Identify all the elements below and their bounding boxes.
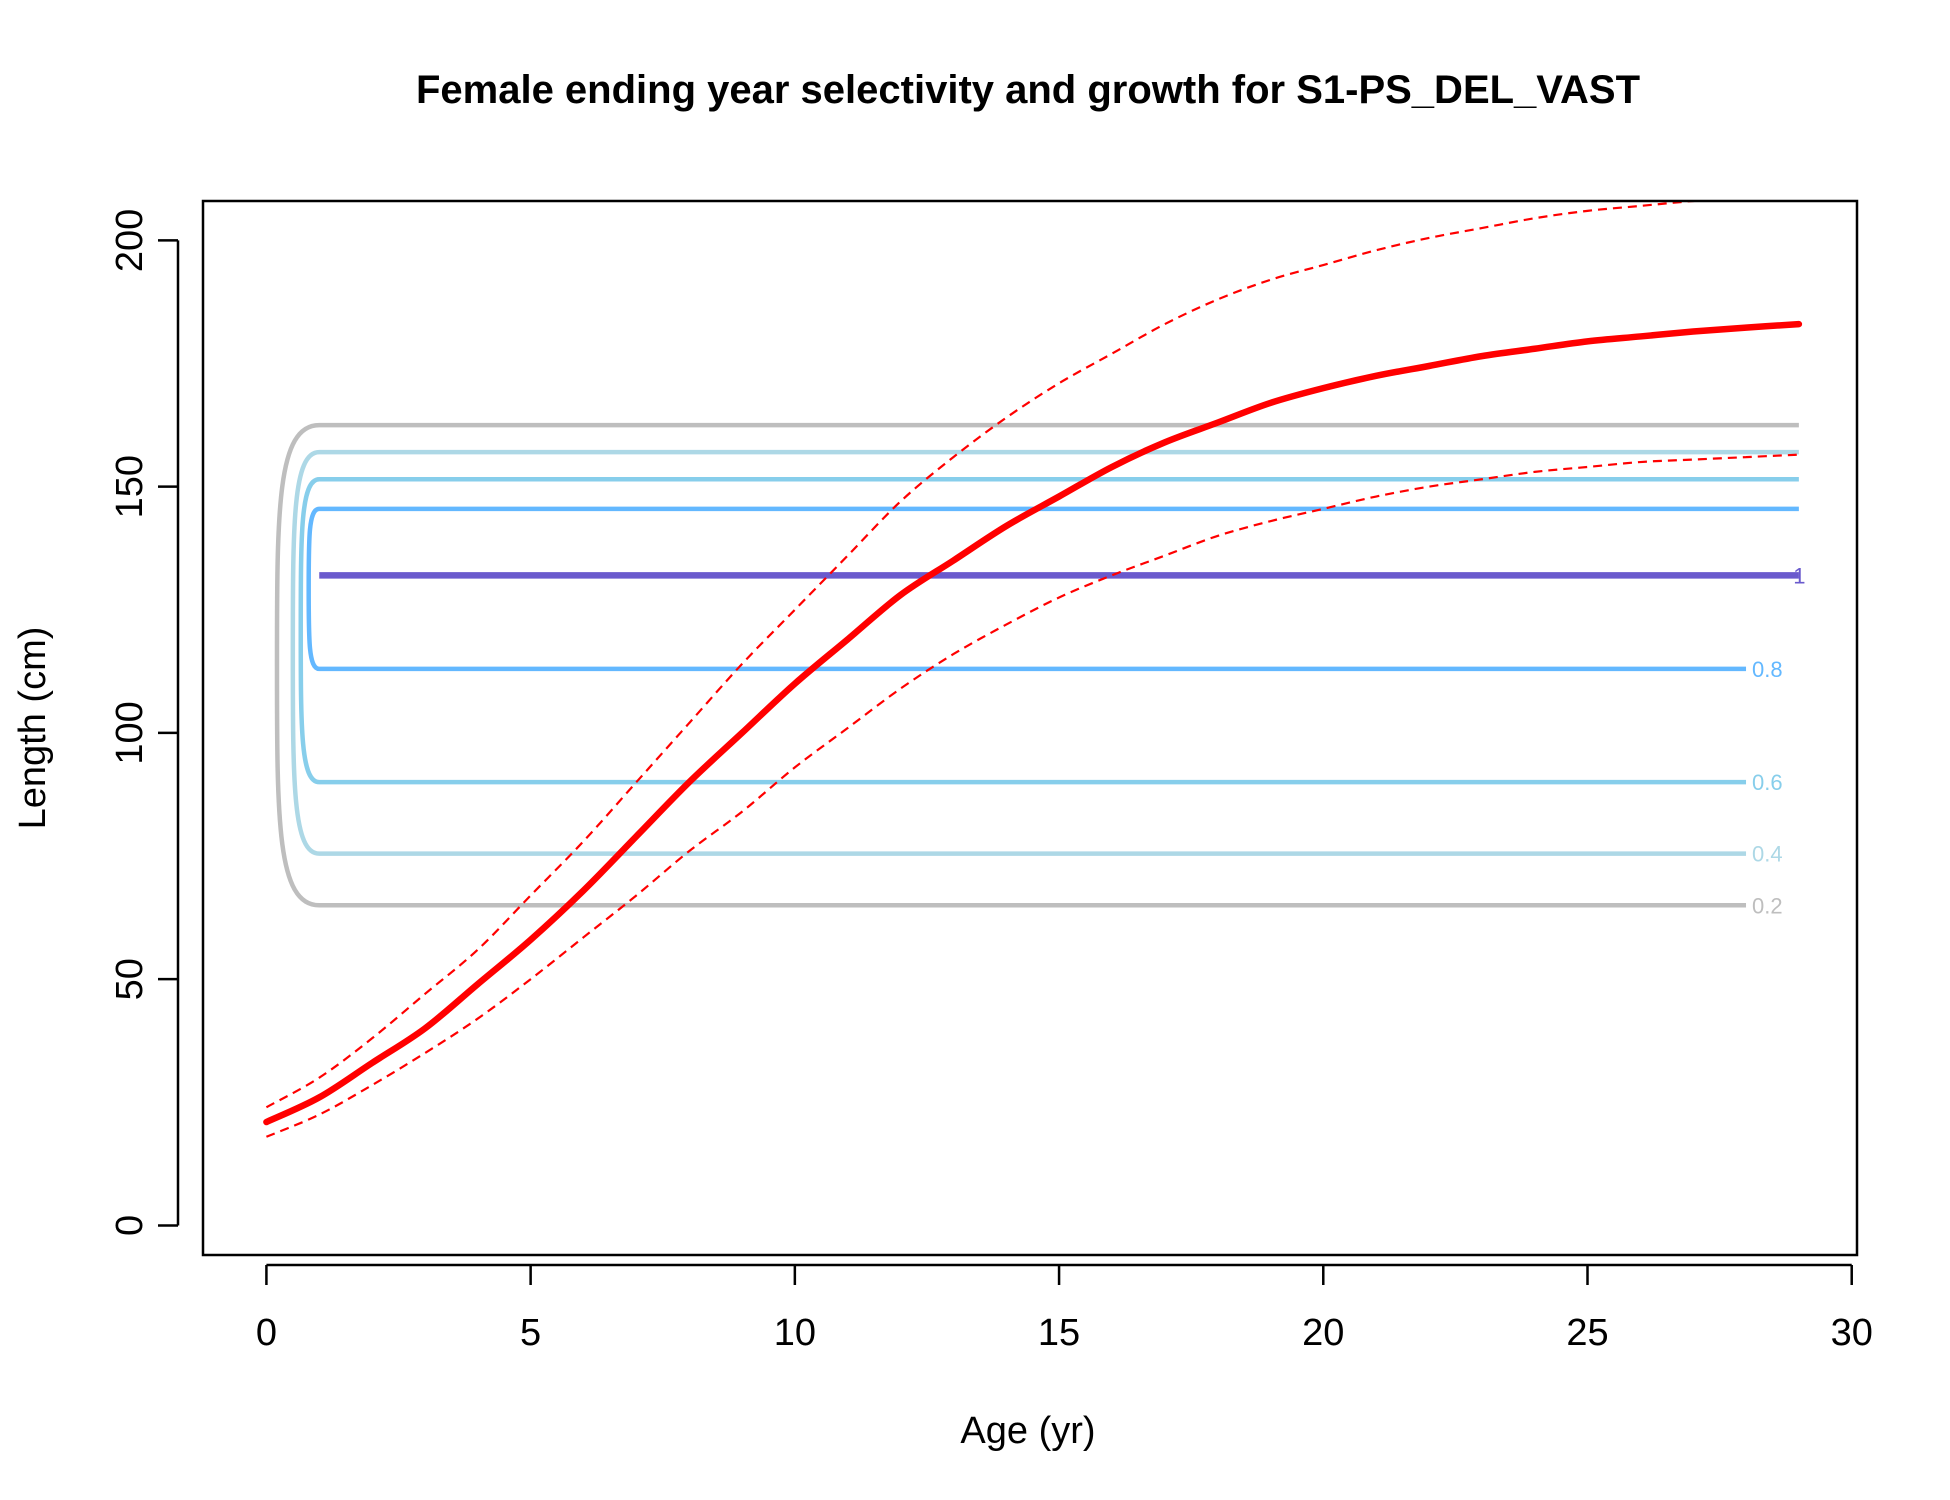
contour-0-4: [290, 449, 1799, 856]
contour-0-6-label: 0.6: [1752, 770, 1783, 795]
selectivity-contours: 0.2 0.4 0.6 0.8 1: [274, 422, 1805, 918]
x-tick-label: 15: [1038, 1312, 1080, 1354]
contour-0-2-label: 0.2: [1752, 893, 1783, 918]
y-tick-label: 100: [109, 701, 151, 764]
x-tick-label: 20: [1302, 1312, 1344, 1354]
chart-title: Female ending year selectivity and growt…: [416, 68, 1640, 112]
axes: 0 5 10 15 20 25 30 0 50 100 150 200: [109, 209, 1873, 1354]
y-axis-label: Length (cm): [12, 627, 54, 830]
plot-frame: [201, 199, 1859, 1257]
growth-mean-line: [263, 320, 1803, 1126]
y-tick-label: 150: [109, 455, 151, 518]
contour-0-2: [274, 422, 1799, 908]
growth-upper-bound-line: [265, 201, 1708, 1109]
x-axis-label: Age (yr): [960, 1410, 1095, 1452]
y-tick-label: 0: [109, 1215, 151, 1236]
x-tick-label: 30: [1831, 1312, 1873, 1354]
growth-lower-bound-line: [265, 453, 1799, 1138]
contour-1-label: 1: [1793, 563, 1805, 588]
x-tick-label: 0: [256, 1312, 277, 1354]
contour-0-8: [306, 506, 1799, 672]
y-tick-label: 200: [109, 209, 151, 272]
contour-0-4-label: 0.4: [1752, 842, 1783, 867]
x-tick-label: 25: [1566, 1312, 1608, 1354]
x-tick-label: 5: [520, 1312, 541, 1354]
contour-0-6: [298, 477, 1799, 785]
x-tick-label: 10: [774, 1312, 816, 1354]
contour-0-8-label: 0.8: [1752, 657, 1783, 682]
y-tick-label: 50: [109, 958, 151, 1000]
growth-curves: [263, 201, 1803, 1138]
